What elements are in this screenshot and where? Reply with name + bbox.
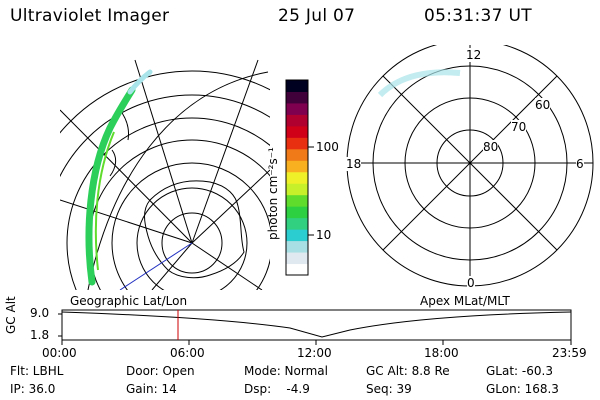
colorbar-cell (286, 194, 308, 207)
polar-map (346, 45, 594, 287)
limb-curve (87, 71, 269, 290)
timeline-ylabel: GC Alt (4, 296, 18, 334)
meridian-line (151, 242, 193, 290)
colorbar-cell (286, 252, 308, 265)
colorbar-cell (286, 263, 308, 276)
polar-aurora (377, 69, 461, 98)
lat-circle (111, 162, 270, 290)
filter-info: Flt: LBHL (10, 364, 64, 378)
aurora-band-core (94, 131, 115, 271)
meridian-line (60, 109, 193, 244)
mlat-label-80: 80 (483, 140, 499, 154)
mlt-label-6: 6 (576, 157, 584, 171)
colorbar-frame (285, 79, 309, 276)
glat-info: GLat: -60.3 (486, 364, 553, 378)
timeline-ytick-label: 9.0 (30, 306, 50, 320)
gc-alt-timeline (58, 309, 572, 345)
colorbar-cell (286, 91, 308, 104)
colorbar-cell (286, 217, 308, 230)
aurora-band-faint (127, 69, 153, 95)
colorbar-cell (286, 125, 308, 138)
header-date: 25 Jul 07 (278, 6, 356, 26)
orbit-track (119, 242, 193, 290)
lat-circle (136, 187, 248, 290)
colorbar (285, 79, 314, 276)
mlt-label-12: 12 (466, 48, 482, 62)
colorbar-cell (286, 102, 308, 115)
geographic-caption: Geographic Lat/Lon (70, 294, 188, 308)
colorbar-unit-label: photon cm⁻²s⁻¹ (266, 147, 280, 240)
lat-circle (66, 117, 270, 290)
colorbar-cell (286, 229, 308, 242)
coastline-antarctica (144, 180, 245, 279)
dsp-info: Dsp: -4.9 (244, 382, 310, 396)
colorbar-cell (286, 137, 308, 150)
meridian-line (191, 59, 259, 244)
meridian-line (191, 169, 270, 244)
glon-info: GLon: 168.3 (486, 382, 559, 396)
lat-circle (161, 212, 223, 274)
gc-alt-curve (61, 311, 572, 338)
timeline-xtick-label: 06:00 (170, 346, 205, 360)
colorbar-cell (286, 160, 308, 173)
lat-circle (60, 70, 270, 134)
timeline-xtick-label: 00:00 (42, 346, 77, 360)
mlat-label-60: 60 (535, 98, 551, 112)
mlt-label-18: 18 (346, 157, 362, 171)
instrument-title: Ultraviolet Imager (10, 6, 170, 26)
aurora-band (85, 86, 136, 286)
mlt-diagonal (382, 75, 558, 251)
mlat-label-70: 70 (511, 120, 527, 134)
gc-alt-info: GC Alt: 8.8 Re (366, 364, 450, 378)
colorbar-cell (286, 171, 308, 184)
colorbar-cell (286, 114, 308, 127)
mode-info: Mode: Normal (244, 364, 328, 378)
colorbar-cell (286, 206, 308, 219)
ip-info: IP: 36.0 (10, 382, 56, 396)
meridian-line (60, 199, 193, 244)
apex-caption: Apex MLat/MLT (420, 294, 510, 308)
gain-info: Gain: 14 (126, 382, 177, 396)
seq-info: Seq: 39 (366, 382, 412, 396)
colorbar-tick-label-100: 100 (316, 140, 339, 154)
colorbar-cell (286, 80, 308, 92)
mlt-label-0: 0 (467, 276, 475, 290)
lat-circle (60, 94, 270, 178)
colorbar-cell (286, 240, 308, 253)
door-info: Door: Open (126, 364, 195, 378)
colorbar-tick-label-10: 10 (316, 228, 332, 242)
timeline-xtick-label: 18:00 (424, 346, 459, 360)
colorbar-cell (286, 183, 308, 196)
timeline-xtick-label: 23:59 (552, 346, 587, 360)
meridian-line (134, 59, 193, 244)
meridian-line (191, 242, 263, 290)
timeline-xtick-label: 12:00 (297, 346, 332, 360)
colorbar-cell (286, 148, 308, 161)
header-time: 05:31:37 UT (424, 6, 532, 26)
timeline-ytick-label: 1.8 (30, 328, 50, 342)
